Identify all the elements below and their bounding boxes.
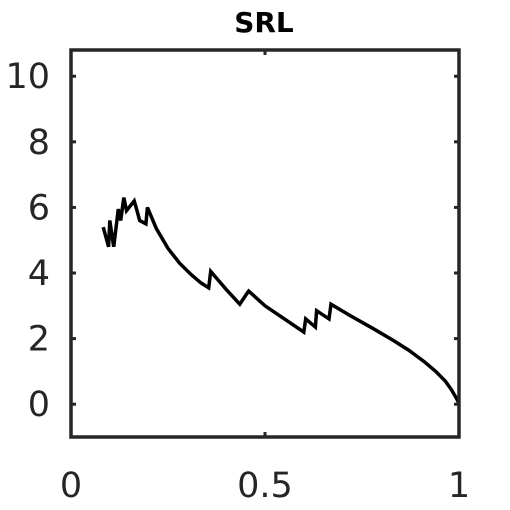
series-line-0 [101, 197, 461, 405]
y-tick-label: 6 [28, 188, 50, 228]
x-tick-label: 0 [60, 466, 82, 506]
x-tick-label: 1 [448, 466, 470, 506]
y-tick-label: 4 [28, 254, 50, 294]
y-tick-label: 10 [5, 57, 50, 97]
y-tick-label: 0 [28, 385, 50, 425]
y-tick-label: 8 [28, 123, 50, 163]
y-tick-label: 2 [28, 320, 50, 360]
chart-title: SRL [234, 6, 294, 39]
x-tick-label: 0.5 [237, 466, 293, 506]
plot-area-box [69, 48, 461, 439]
